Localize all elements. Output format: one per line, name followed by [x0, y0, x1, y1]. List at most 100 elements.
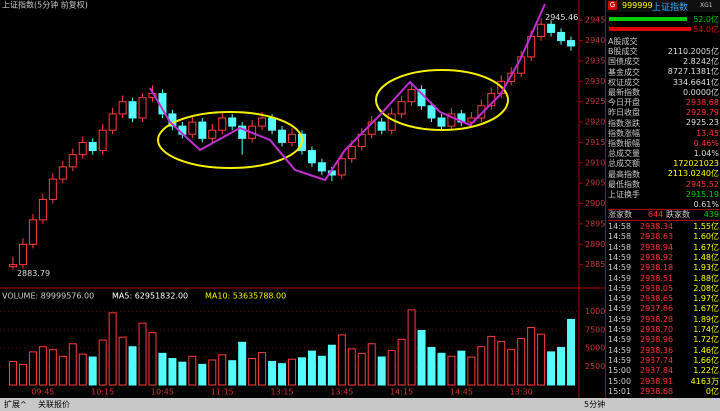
tick-time: 14:59 [608, 345, 632, 355]
volume-bar [18, 363, 27, 386]
y-tick-label: 2885 [585, 260, 605, 269]
volume-bar [238, 341, 247, 386]
volume-bar [208, 359, 217, 386]
tick-volume: 1.55亿 [693, 222, 719, 231]
y-tick-label: 2895 [585, 219, 605, 228]
stat-row: 最高指数 2945.52 [608, 169, 719, 189]
volume-bar [148, 332, 157, 386]
buy-bar [609, 17, 687, 21]
footer-tab[interactable]: 扩展^ [4, 400, 27, 409]
tick-volume: 1.48亿 [693, 252, 719, 262]
candle-body [78, 141, 87, 156]
candle-body [258, 117, 267, 127]
volume-bar [188, 355, 197, 386]
volume-bar [537, 333, 546, 386]
tick-price: 2938.94 [640, 242, 674, 252]
volume-bar [128, 346, 137, 386]
candle-body [427, 105, 436, 119]
tick-volume: 1.66亿 [693, 355, 719, 365]
candle-body [557, 31, 566, 42]
tick-time: 14:58 [608, 232, 632, 242]
stat-value: 2915.19 [685, 189, 719, 199]
trend-line [149, 3, 546, 182]
volume-bar [507, 349, 516, 386]
fall-value: 439 [703, 210, 719, 219]
tick-time: 14:59 [608, 283, 632, 293]
x-tick-label: 13:15 [271, 388, 294, 397]
stat-value: 0.61% [693, 200, 719, 209]
tick-time: 14:59 [608, 314, 632, 324]
candle-body [68, 154, 77, 168]
tick-volume: 1.89亿 [693, 314, 719, 324]
y-tick-label: 2910 [585, 158, 605, 167]
volume-bar [278, 363, 287, 386]
tick-row: 14:59 2938.70 1.74亿 [608, 325, 719, 335]
candle-body [547, 23, 556, 33]
stat-value: 2113.0240亿 [667, 169, 719, 179]
volume-bar [88, 356, 97, 386]
x-tick-label: 14:45 [450, 388, 473, 397]
volume-bar [98, 339, 107, 386]
x-tick-label: 11:15 [211, 388, 234, 397]
tick-time: 15:01 [608, 386, 632, 396]
volume-bar [218, 354, 227, 386]
period-button[interactable]: 5分钟 [584, 400, 606, 409]
stat-label: 最高指数 [608, 169, 640, 179]
volume-bar [78, 353, 87, 386]
tick-price: 2937.86 [640, 304, 674, 314]
stat-label: 指数振幅 [608, 139, 640, 148]
y-tick-label: 2500 [585, 362, 605, 371]
stat-row: 指数涨跌 13.45 [608, 119, 719, 138]
tick-volume: 1.74亿 [693, 325, 719, 334]
volume-bar [288, 358, 296, 386]
y-tick-label: 2920 [585, 118, 605, 127]
tick-price: 2938.68 [640, 386, 674, 396]
stat-value: 172021023 [673, 159, 719, 169]
volume-bar [447, 355, 456, 386]
y-tick-label: 2930 [585, 77, 605, 86]
tick-row: 14:58 2938.34 1.55亿 [608, 222, 719, 232]
stat-row: 国债成交 8727.1381亿 [608, 57, 719, 76]
candle-body [118, 101, 127, 115]
tick-volume: 2.08亿 [693, 283, 719, 293]
stat-label: 上证换手 [608, 190, 640, 199]
volume-bar [297, 357, 306, 386]
candle-body [447, 113, 456, 127]
volume-bar [347, 348, 356, 386]
footer-tab[interactable]: 关联报价 [38, 400, 70, 409]
x-tick-label: 14:15 [390, 388, 413, 397]
candle-body [477, 105, 486, 119]
tick-price: 2938.34 [640, 222, 674, 231]
tick-row: 15:00 2938.91 4163万 [608, 377, 719, 387]
volume-bar [38, 346, 47, 386]
tick-time: 14:59 [608, 263, 632, 273]
volume-bar [317, 355, 326, 386]
tick-volume: 1.72亿 [693, 335, 719, 345]
tick-time: 15:00 [608, 376, 632, 386]
stat-row: 基金成交 334.6641亿 [608, 68, 719, 87]
tick-volume: 1.67亿 [693, 304, 719, 314]
candle-body [48, 178, 57, 200]
y-tick-label: 2940 [585, 36, 605, 45]
tick-row: 14:58 2938.63 1.60亿 [608, 232, 719, 242]
tick-row: 14:59 2938.36 1.46亿 [608, 346, 719, 356]
tick-row: 14:59 2938.96 1.72亿 [608, 335, 719, 345]
tick-row: 14:59 2938.92 1.48亿 [608, 253, 719, 263]
breadth-row: 涨家数 644 跌家数 439 [608, 209, 719, 221]
candle-body [307, 150, 316, 164]
tick-time: 15:00 [608, 366, 632, 376]
tick-volume: 4163万 [690, 376, 719, 386]
tick-price: 2938.63 [640, 232, 674, 242]
stat-row: A股成交 2110.2005亿 [608, 37, 719, 56]
tick-time: 14:59 [608, 304, 632, 314]
quote-panel: G 999999 上证指数 XG1 52.0亿 54.0亿 A股成交 2110.2005亿 B股… [605, 0, 720, 398]
stat-value: 0.46% [693, 138, 719, 148]
stat-value: 2110.2005亿 [667, 47, 719, 56]
volume-bar [68, 343, 77, 386]
stat-row: 指数涨幅 0.46% [608, 129, 719, 148]
highlight-ellipse [375, 69, 509, 131]
candle-body [58, 166, 67, 180]
quote-header: G 999999 上证指数 XG1 [606, 0, 720, 13]
